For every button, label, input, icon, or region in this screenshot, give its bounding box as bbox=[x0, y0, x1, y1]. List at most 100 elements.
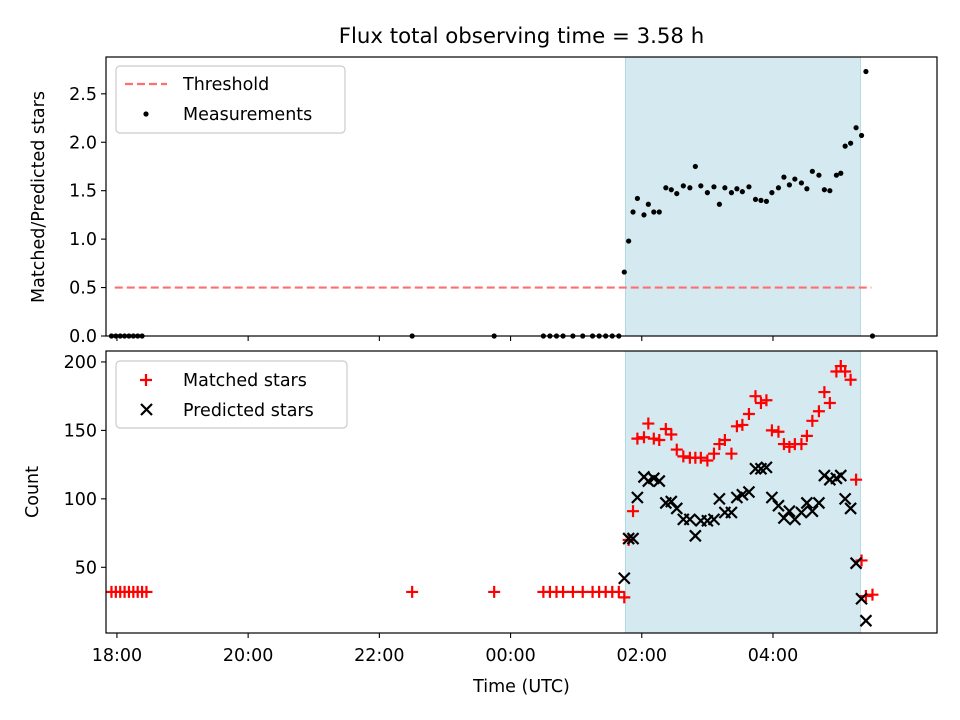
matched-stars-legend-marker bbox=[140, 374, 152, 386]
measurements-point bbox=[716, 201, 723, 207]
measurements-point bbox=[722, 185, 728, 191]
matched-stars-point bbox=[844, 373, 857, 386]
matched-stars-point bbox=[612, 585, 625, 598]
matched-stars-point bbox=[765, 424, 778, 437]
count-panel-ticks: 50 100 150 200 18:00 20:00 22:00 00:00 02:00 04:0… bbox=[64, 353, 799, 666]
predicted-stars-point bbox=[859, 614, 873, 627]
count-panel-shade bbox=[624, 350, 861, 634]
matched-stars-point bbox=[653, 433, 666, 446]
measurements-point bbox=[626, 238, 632, 244]
count-legend: Matched stars Predicted stars bbox=[115, 360, 348, 429]
measurements-point bbox=[746, 184, 752, 190]
predicted-stars-point bbox=[760, 461, 773, 474]
predicted-stars-point bbox=[707, 513, 721, 526]
matched-stars-point bbox=[749, 390, 762, 403]
measurements-point bbox=[858, 132, 865, 139]
predicted-stars-point bbox=[838, 492, 852, 506]
predicted-stars-point bbox=[670, 502, 684, 515]
matched-stars-point bbox=[665, 428, 678, 441]
matched-stars-point bbox=[670, 443, 683, 456]
matched-stars-point bbox=[730, 420, 743, 433]
y-tick-label: 1.5 bbox=[69, 182, 97, 202]
matched-stars-point bbox=[637, 431, 650, 444]
measurements-point bbox=[698, 183, 704, 189]
matched-stars-point bbox=[642, 417, 655, 430]
matched-stars-point bbox=[754, 397, 767, 410]
x-tick-label: 22:00 bbox=[354, 646, 404, 666]
ratio-legend-box bbox=[115, 65, 346, 134]
matched-stars-point bbox=[631, 432, 644, 445]
matched-stars-point bbox=[659, 423, 672, 436]
matched-stars-point bbox=[823, 397, 836, 410]
ratio-panel-frame bbox=[105, 56, 938, 337]
matched-stars-point bbox=[866, 588, 879, 601]
matched-stars-point bbox=[806, 414, 819, 427]
x-tick-label: 00:00 bbox=[485, 646, 535, 666]
count-panel-xlabel: Time (UTC) bbox=[472, 677, 570, 697]
ratio-panel: 0.0 0.5 1.0 1.5 2.0 2.5 Matched/Predicted sta… bbox=[29, 56, 938, 347]
matched-stars-point bbox=[406, 585, 419, 598]
matched-stars-point bbox=[783, 440, 796, 453]
count-panel-frame bbox=[105, 350, 938, 634]
measurements-point bbox=[656, 209, 662, 215]
y-tick-label: 0.5 bbox=[69, 279, 97, 299]
measurements-point bbox=[641, 212, 647, 218]
y-tick-label: 0.0 bbox=[69, 327, 97, 347]
measurements-legend-marker bbox=[143, 111, 149, 117]
measurements-point bbox=[758, 197, 764, 203]
y-tick-label: 100 bbox=[64, 490, 97, 510]
measurements-point bbox=[739, 189, 745, 195]
predicted-stars-point bbox=[683, 513, 697, 526]
predicted-stars-point bbox=[749, 462, 762, 476]
predicted-stars-point bbox=[855, 592, 868, 606]
measurements-point bbox=[781, 174, 787, 180]
measurements-point bbox=[853, 125, 859, 131]
matched-stars-point bbox=[777, 438, 790, 451]
predicted-stars-point bbox=[812, 496, 826, 510]
measurements-point bbox=[798, 180, 805, 186]
measurements-point bbox=[621, 269, 627, 275]
matched-stars-point bbox=[718, 433, 731, 446]
y-tick-label: 2.0 bbox=[69, 133, 97, 153]
measurements-point bbox=[680, 183, 686, 189]
matched-stars-point bbox=[818, 386, 831, 399]
predicted-stars-point bbox=[689, 529, 702, 543]
measurements-point bbox=[692, 163, 698, 170]
predicted-stars-point bbox=[742, 485, 756, 499]
measurements-point bbox=[775, 185, 782, 191]
measurements-point bbox=[630, 209, 636, 215]
count-panel: 50 100 150 200 18:00 20:00 22:00 00:00 02:00 04:0… bbox=[23, 350, 938, 697]
predicted-stars-point bbox=[618, 571, 631, 585]
count-legend-box bbox=[115, 360, 348, 429]
y-tick-label: 200 bbox=[64, 353, 97, 373]
predicted-stars-point bbox=[844, 502, 857, 515]
measurements-point bbox=[763, 198, 770, 204]
x-tick-label: 20:00 bbox=[223, 646, 273, 666]
predicted-stars-point bbox=[772, 499, 785, 512]
matched-stars-point bbox=[701, 454, 714, 467]
x-tick-label: 02:00 bbox=[617, 646, 667, 666]
matched-stars-point bbox=[647, 432, 660, 445]
measurements-point bbox=[838, 170, 844, 176]
predicted-stars-point bbox=[736, 488, 749, 502]
measurements-legend-label: Measurements bbox=[183, 105, 312, 125]
matched-stars-point bbox=[812, 405, 825, 418]
predicted-stars-point bbox=[713, 492, 726, 506]
x-tick-label: 04:00 bbox=[748, 646, 798, 666]
predicted-stars-point bbox=[849, 556, 863, 570]
matched-stars-point bbox=[140, 585, 153, 598]
measurements-point bbox=[816, 172, 822, 178]
measurements-point bbox=[728, 190, 735, 196]
measurements-point bbox=[833, 172, 840, 178]
ratio-panel-ticks: 0.0 0.5 1.0 1.5 2.0 2.5 bbox=[69, 85, 774, 347]
measurements-point bbox=[769, 190, 775, 196]
matched-stars-point bbox=[760, 394, 773, 407]
y-tick-label: 150 bbox=[64, 421, 97, 441]
measurements-point bbox=[752, 196, 759, 203]
count-panel-marks bbox=[105, 360, 879, 627]
predicted-stars-point bbox=[834, 469, 848, 482]
ratio-legend: Threshold Measurements bbox=[115, 65, 346, 134]
measurements-point bbox=[645, 201, 651, 207]
matched-stars-point bbox=[800, 429, 813, 442]
